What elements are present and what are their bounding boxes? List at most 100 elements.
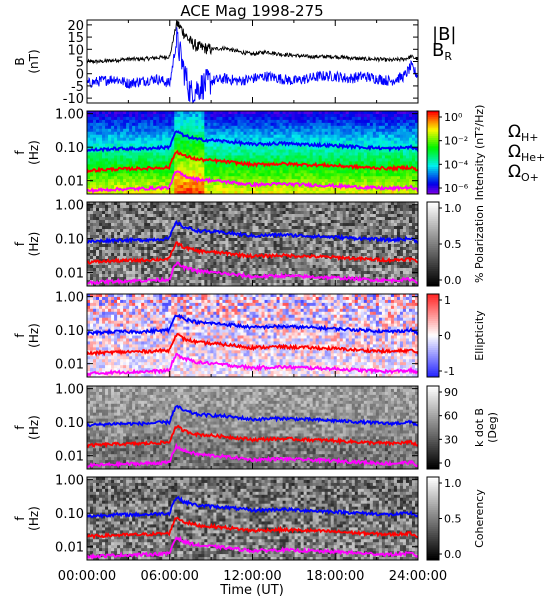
intensity-spectrogram: [87, 111, 418, 194]
b-magnitude-line: [86, 19, 419, 65]
coherency-ylabel: f: [13, 516, 27, 521]
kdotb-colorbar-label-units: (Deg): [486, 412, 499, 443]
polarization-colorbar-tick: 0.0: [444, 274, 462, 287]
b-ytick-label: 0: [76, 68, 84, 83]
kdotb-ytick-label: 0.10: [55, 416, 84, 431]
ellipticity-colorbar-label: Ellipticity: [473, 310, 486, 361]
omega-h-line: [87, 404, 418, 428]
b-ytick-label: 20: [67, 19, 84, 34]
ellipticity-colorbar-tick: 1: [444, 294, 451, 307]
omega-he-line: [87, 516, 418, 540]
coherency-colorbar-tick: 0.5: [444, 513, 462, 526]
omega-he-line: [87, 424, 418, 449]
b-ytick-label: 5: [76, 56, 84, 71]
polarization-ylabel-units: (Hz): [27, 232, 41, 257]
omega-he-line: [87, 241, 418, 265]
b-ytick-label: 10: [67, 43, 84, 58]
b-ytick-label: -10: [63, 92, 84, 107]
ellipticity-ytick-label: 1.00: [55, 291, 84, 306]
kdotb-colorbar-tick: 90: [444, 386, 458, 399]
coherency-colorbar: 1.0 0.5 0.0 Coherency: [426, 476, 486, 561]
legend-omega-h: ΩH+: [508, 122, 539, 144]
omega-o-line: [87, 261, 418, 286]
intensity-colorbar-frame: [426, 110, 440, 195]
polarization-colorbar-tick: 1.0: [444, 202, 462, 215]
intensity-colorbar-tick: 10⁻⁴: [444, 158, 469, 171]
kdotb-colorbar-tick: 60: [444, 410, 458, 423]
polarization-spectrogram: [87, 202, 418, 286]
kdotb-ytick-label: 0.01: [55, 450, 84, 465]
intensity-colorbar-tick: 10⁻⁶: [444, 182, 469, 195]
ellipticity-spectrogram: [87, 294, 418, 377]
polarization-ytick-label: 0.10: [55, 233, 84, 248]
b-ylabel: B: [13, 57, 27, 65]
b-plot-area: [87, 20, 418, 103]
polarization-panel: 1.00 0.10 0.01 f (Hz): [13, 199, 419, 287]
ellipticity-ylabel: f: [13, 333, 27, 338]
omega-o-line: [87, 352, 418, 377]
coherency-spectrogram: [87, 477, 418, 560]
kdotb-spectrogram: [87, 386, 418, 469]
x-tick-label: 06:00:00: [141, 569, 199, 584]
ellipticity-ytick-label: 0.10: [55, 324, 84, 339]
intensity-panel: 1.00 0.10 0.01 f (Hz): [13, 108, 419, 195]
omega-h-line: [87, 130, 418, 153]
omega-h-line: [87, 313, 418, 337]
kdotb-colorbar-tick: 30: [444, 433, 458, 446]
ellipticity-colorbar: 1 0 -1 Ellipticity: [426, 293, 486, 378]
coherency-colorbar-tick: 0.0: [444, 548, 462, 561]
legend-b-r: BR: [432, 40, 452, 63]
ellipticity-ytick-label: 0.01: [55, 358, 84, 373]
omega-he-line: [87, 332, 418, 357]
kdotb-colorbar-tick: 0: [444, 457, 451, 470]
intensity-ytick-label: 0.01: [55, 175, 84, 190]
coherency-colorbar-label: Coherency: [473, 489, 486, 548]
polarization-ytick-label: 1.00: [55, 199, 84, 214]
intensity-colorbar-tick: 10⁰: [444, 111, 463, 124]
kdotb-panel: 1.00 0.10 0.01 f (Hz): [13, 383, 419, 470]
kdotb-ytick-label: 1.00: [55, 383, 84, 398]
ellipticity-ylabel-units: (Hz): [27, 323, 41, 348]
b-ylabel-units: (nT): [27, 49, 41, 73]
kdotb-colorbar-frame: [426, 385, 440, 470]
ellipticity-panel: 1.00 0.10 0.01 f (Hz): [13, 291, 419, 378]
coherency-ytick-label: 0.01: [55, 541, 84, 556]
kdotb-ylabel-units: (Hz): [27, 415, 41, 440]
omega-o-line: [87, 535, 418, 560]
omega-he-line: [87, 149, 418, 174]
kdotb-colorbar: 90 60 30 0 k dot B (Deg): [426, 385, 499, 470]
omega-o-line: [87, 442, 418, 469]
polarization-ylabel: f: [13, 241, 27, 246]
chart-title: ACE Mag 1998-275: [180, 2, 323, 20]
omega-h-line: [87, 495, 418, 519]
coherency-ytick-label: 1.00: [55, 474, 84, 489]
x-tick-label: 18:00:00: [306, 569, 364, 584]
legend-b-abs: |B|: [432, 24, 456, 45]
coherency-colorbar-tick: 1.0: [444, 477, 462, 490]
intensity-ylabel: f: [13, 150, 27, 155]
polarization-colorbar-tick: 0.5: [444, 238, 462, 251]
polarization-ytick-label: 0.01: [55, 267, 84, 282]
coherency-panel: 1.00 0.10 0.01 f (Hz): [13, 474, 419, 561]
kdotb-ylabel: f: [13, 425, 27, 430]
legend-omega-he: ΩHe+: [508, 142, 545, 164]
kdotb-colorbar-label: k dot B: [473, 408, 486, 447]
b-ytick-label: -5: [71, 80, 84, 95]
polarization-colorbar: 1.0 0.5 0.0 % Polarization: [426, 201, 486, 287]
legend-omega-o: ΩO+: [508, 162, 539, 184]
omega-h-line: [87, 219, 418, 245]
ellipticity-colorbar-tick: -1: [444, 365, 455, 378]
x-tick-label: 12:00:00: [223, 569, 281, 584]
gyrofrequency-legend: ΩH+ ΩHe+ ΩO+: [508, 122, 545, 184]
intensity-ylabel-units: (Hz): [27, 140, 41, 165]
b-radial-line: [86, 27, 419, 105]
x-tick-label: 24:00:00: [389, 569, 447, 584]
b-ytick-label: 15: [67, 31, 84, 46]
ellipticity-colorbar-tick: 0: [444, 330, 451, 343]
intensity-ytick-label: 1.00: [55, 108, 84, 123]
coherency-ylabel-units: (Hz): [27, 506, 41, 531]
x-tick-label: 00:00:00: [58, 569, 116, 584]
intensity-colorbar: 10⁰ 10⁻² 10⁻⁴ 10⁻⁶ Intensity (nT²/Hz): [426, 105, 486, 200]
